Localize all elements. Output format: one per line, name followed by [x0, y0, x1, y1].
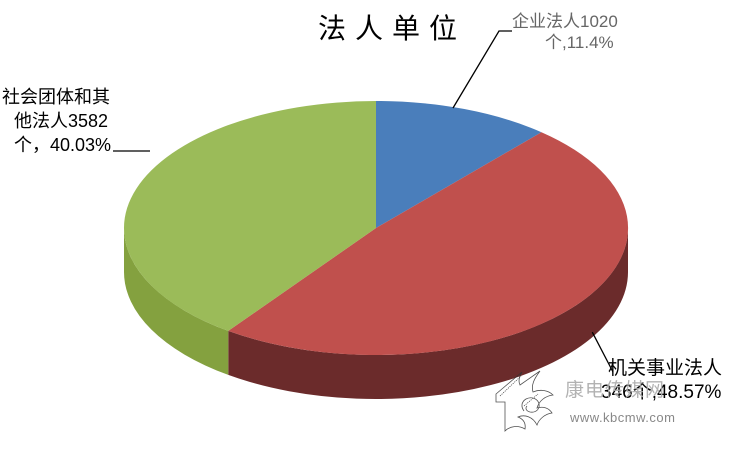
svg-text:个,11.4%: 个,11.4% — [545, 33, 614, 52]
svg-text:康电传媒网: 康电传媒网 — [565, 379, 665, 401]
svg-text:企业法人1020: 企业法人1020 — [512, 12, 618, 31]
svg-text:机关事业法人: 机关事业法人 — [608, 357, 722, 379]
svg-text:社会团体和其: 社会团体和其 — [2, 87, 110, 107]
svg-text:个，40.03%: 个，40.03% — [14, 135, 111, 155]
svg-text:他法人3582: 他法人3582 — [14, 111, 108, 131]
svg-text:法人单位: 法人单位 — [318, 13, 466, 44]
svg-text:www.kbcmw.com: www.kbcmw.com — [569, 410, 675, 425]
